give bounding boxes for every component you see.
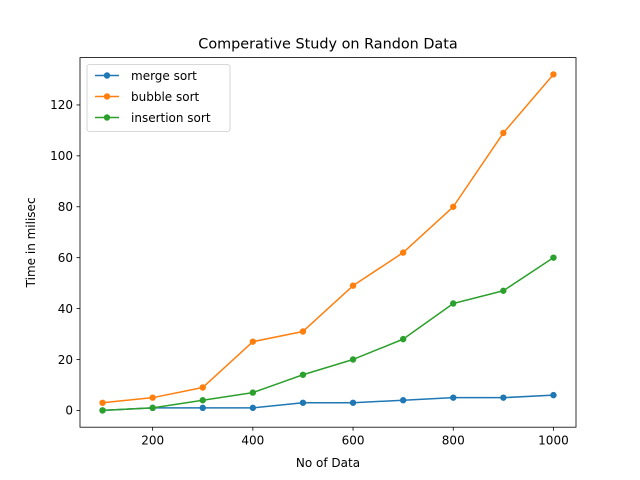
data-point-insertion-sort (199, 397, 206, 404)
legend-label-merge-sort: merge sort (131, 69, 197, 83)
chart-title: Comperative Study on Randon Data (198, 37, 457, 53)
y-tick-label: 40 (58, 302, 73, 316)
data-point-insertion-sort (450, 300, 457, 307)
data-point-insertion-sort (249, 389, 257, 396)
y-axis-label: Time in milisec (24, 197, 38, 288)
data-point-merge-sort (199, 404, 206, 412)
series-line-merge-sort (102, 394, 554, 412)
data-point-merge-sort (349, 399, 357, 406)
data-point-merge-sort (399, 397, 407, 404)
data-point-merge-sort (450, 394, 457, 401)
data-point-insertion-sort (550, 254, 557, 261)
data-point-insertion-sort (99, 407, 106, 414)
data-point-merge-sort (249, 404, 257, 412)
data-point-merge-sort (550, 391, 557, 399)
series-line-bubble-sort (102, 73, 555, 404)
axes-frame (79, 57, 577, 428)
y-tick-label: 100 (50, 149, 73, 163)
x-tick-label: 800 (442, 434, 465, 448)
legend: merge sort bubble sort insertion sort (86, 64, 231, 132)
data-point-bubble-sort (349, 282, 357, 289)
series-bubble-sort (99, 71, 557, 406)
data-point-bubble-sort (199, 384, 206, 391)
data-point-merge-sort (299, 399, 307, 406)
x-axis-label: No of Data (296, 456, 360, 470)
y-tick-label: 20 (58, 353, 73, 367)
data-point-insertion-sort (349, 356, 357, 363)
data-point-insertion-sort (399, 335, 407, 343)
legend-marker-merge-sort (103, 72, 111, 79)
axes-layer (79, 57, 577, 428)
legend-label-bubble-sort: bubble sort (131, 90, 200, 104)
data-point-bubble-sort (550, 71, 557, 78)
data-point-bubble-sort (99, 399, 106, 406)
data-point-bubble-sort (249, 338, 257, 345)
legend-marker-insertion-sort (103, 114, 111, 121)
legend-marker-bubble-sort (103, 93, 111, 100)
y-tick-label: 120 (50, 98, 73, 112)
y-tick-label: 60 (58, 251, 73, 265)
legend-frame (86, 64, 231, 132)
data-point-bubble-sort (299, 328, 307, 335)
data-point-bubble-sort (399, 249, 407, 256)
legend-label-insertion-sort: insertion sort (131, 111, 211, 125)
series-insertion-sort (99, 254, 557, 414)
x-tick-label: 1000 (538, 434, 569, 448)
y-tick-label: 0 (65, 404, 73, 418)
x-tick-label: 600 (342, 434, 365, 448)
series-layer (99, 71, 557, 414)
data-point-merge-sort (500, 394, 507, 401)
data-point-bubble-sort (450, 203, 457, 210)
ticks-layer: 200 400 600 800 1000 0 20 40 60 80 100 120 (50, 98, 569, 447)
data-point-insertion-sort (500, 287, 507, 294)
data-point-bubble-sort (500, 129, 507, 137)
series-line-insertion-sort (102, 257, 554, 412)
x-tick-label: 400 (241, 434, 264, 448)
x-tick-label: 200 (141, 434, 164, 448)
y-tick-label: 80 (58, 200, 73, 214)
data-point-bubble-sort (149, 394, 156, 401)
data-point-insertion-sort (149, 404, 156, 412)
data-point-insertion-sort (299, 371, 307, 378)
